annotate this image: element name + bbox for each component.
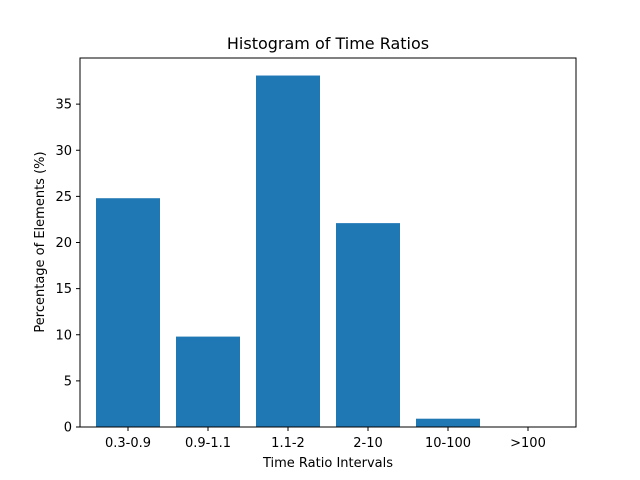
y-tick-label: 10 (55, 328, 72, 343)
bar-0.3-0.9 (96, 198, 160, 427)
y-tick-label: 30 (55, 144, 72, 159)
bar-1.1-2 (256, 75, 320, 427)
y-tick-label: 15 (55, 282, 72, 297)
x-axis-title: Time Ratio Intervals (262, 456, 393, 471)
y-axis: 0 5 10 15 20 25 30 35 (55, 98, 80, 436)
x-tick-label: >100 (510, 436, 546, 451)
y-axis-title: Percentage of Elements (%) (33, 151, 48, 332)
chart-title: Histogram of Time Ratios (227, 34, 429, 53)
y-tick-label: 5 (64, 374, 72, 389)
x-tick-label: 10-100 (425, 436, 471, 451)
bars-group (96, 75, 480, 427)
y-tick-label: 35 (55, 98, 72, 113)
y-tick-label: 25 (55, 190, 72, 205)
bar-2-10 (336, 223, 400, 427)
x-tick-label: 0.3-0.9 (105, 436, 151, 451)
y-tick-label: 20 (55, 236, 72, 251)
x-tick-label: 0.9-1.1 (185, 436, 231, 451)
plot-frame (79, 57, 577, 428)
x-tick-label: 1.1-2 (271, 436, 305, 451)
bar-10-100 (416, 418, 480, 427)
x-axis: 0.3-0.9 0.9-1.1 1.1-2 2-10 10-100 >100 (105, 427, 546, 451)
bar-0.9-1.1 (176, 336, 240, 427)
y-tick-label: 0 (64, 421, 72, 436)
x-tick-label: 2-10 (353, 436, 383, 451)
